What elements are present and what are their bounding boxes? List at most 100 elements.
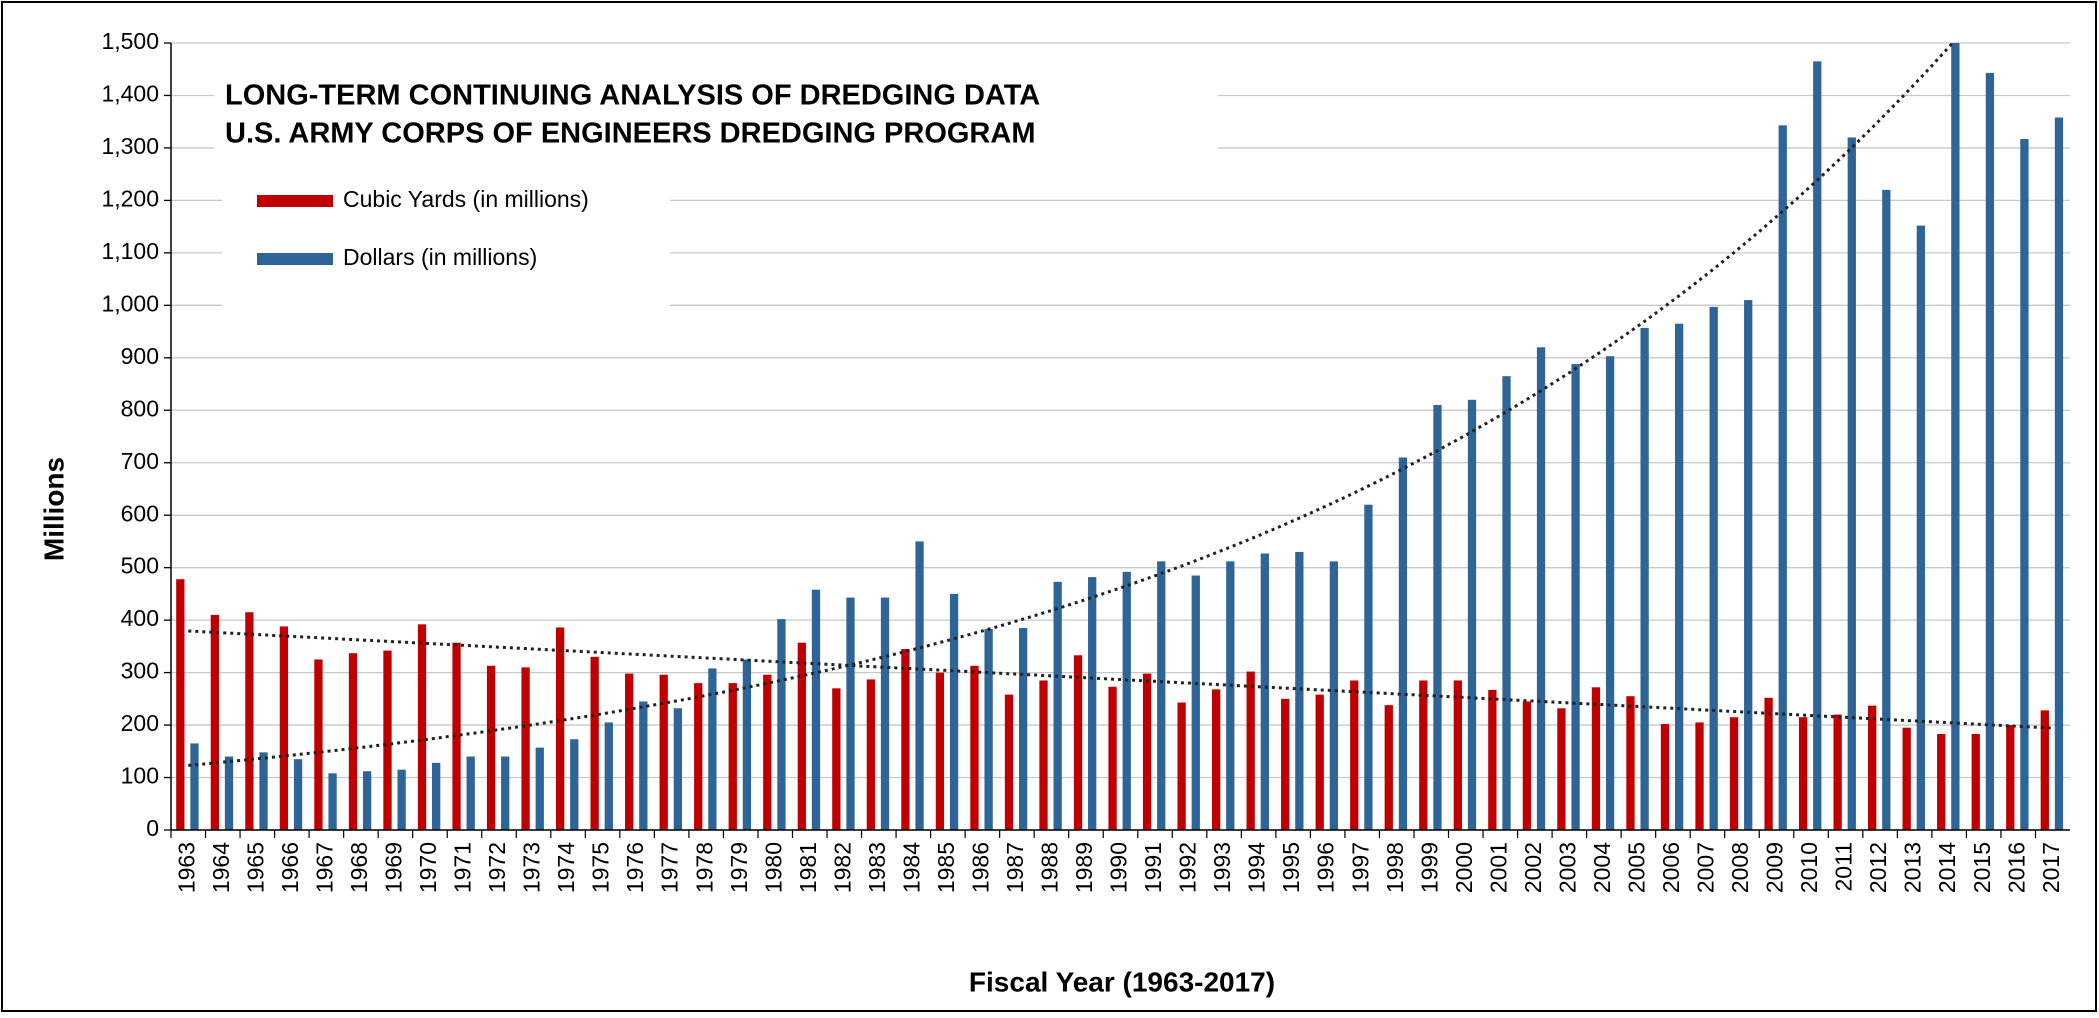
bar — [1833, 714, 1842, 830]
y-tick-label: 1,200 — [101, 185, 159, 211]
bar — [1695, 722, 1704, 830]
bar — [314, 659, 323, 830]
x-tick-label: 2017 — [2038, 842, 2064, 893]
x-tick-label: 1963 — [173, 842, 199, 893]
bar — [383, 650, 392, 830]
legend-label: Cubic Yards (in millions) — [343, 186, 589, 212]
axes: 0 100 200 300 400 500 600 700 800 900 1,000 1,100 1,… — [101, 28, 2070, 893]
bar — [176, 579, 185, 830]
x-tick-label: 1966 — [277, 842, 303, 893]
bar — [1281, 698, 1290, 830]
bar — [1177, 702, 1186, 830]
x-tick-label: 1986 — [967, 842, 993, 893]
x-tick-label: 1991 — [1140, 842, 1166, 893]
x-tick-label: 2015 — [1969, 842, 1995, 893]
legend: Cubic Yards (in millions) Dollars (in mil… — [222, 172, 670, 308]
bar — [1626, 696, 1635, 830]
bar — [673, 708, 683, 830]
bar — [1122, 571, 1131, 830]
y-tick-label: 100 — [121, 763, 159, 789]
bar — [811, 589, 821, 830]
bar — [1467, 399, 1477, 830]
y-tick-label: 500 — [121, 553, 159, 579]
bar — [970, 665, 979, 830]
x-tick-label: 1973 — [519, 842, 545, 893]
x-tick-label: 2002 — [1520, 842, 1546, 893]
bar — [1433, 405, 1442, 830]
title-box — [214, 74, 1218, 158]
x-tick-label: 2009 — [1762, 842, 1788, 893]
bar — [777, 619, 786, 830]
chart-title: U.S. ARMY CORPS OF ENGINEERS DREDGING PR… — [225, 118, 1035, 150]
bar — [1605, 356, 1615, 830]
bar — [2006, 725, 2015, 830]
bar — [501, 756, 510, 830]
x-tick-label: 2001 — [1485, 842, 1511, 893]
bar — [1315, 694, 1324, 830]
bar — [466, 756, 475, 830]
x-tick-label: 2003 — [1554, 842, 1580, 893]
bar — [1004, 694, 1014, 830]
bar — [1971, 733, 1980, 830]
bar — [1419, 680, 1428, 830]
bar — [1937, 733, 1946, 830]
bar — [1157, 561, 1166, 830]
bar — [1868, 705, 1877, 830]
y-tick-label: 1,300 — [101, 133, 159, 159]
bar — [915, 541, 924, 830]
bar — [1053, 581, 1062, 830]
y-tick-label: 1,500 — [101, 28, 159, 54]
bar — [1211, 689, 1221, 830]
bar — [625, 673, 634, 830]
bar — [535, 747, 544, 830]
bar — [1571, 364, 1580, 830]
bar — [1951, 43, 1960, 830]
y-tick-label: 0 — [146, 815, 159, 841]
bar — [742, 659, 752, 830]
bar — [1916, 225, 1925, 831]
legend-swatch — [257, 253, 333, 265]
x-tick-label: 1977 — [657, 842, 683, 893]
bar — [190, 743, 199, 830]
x-tick-label: 1974 — [553, 842, 579, 893]
y-tick-label: 200 — [121, 710, 159, 736]
bar — [279, 626, 289, 830]
legend-swatch — [257, 195, 333, 207]
bar — [1729, 717, 1739, 830]
bar — [1039, 680, 1048, 830]
bar — [1640, 327, 1649, 830]
bar — [1350, 680, 1359, 830]
x-tick-label: 2004 — [1589, 842, 1615, 893]
x-tick-label: 1987 — [1002, 842, 1028, 893]
x-axis-label: Fiscal Year (1963-2017) — [969, 966, 1275, 997]
x-tick-label: 1964 — [208, 842, 234, 893]
x-tick-label: 1994 — [1244, 842, 1270, 893]
y-tick-label: 300 — [121, 658, 159, 684]
bar — [1902, 727, 1911, 830]
x-tick-label: 2013 — [1900, 842, 1926, 893]
bar — [452, 642, 461, 830]
x-tick-label: 1995 — [1278, 842, 1304, 893]
x-tick-label: 1983 — [864, 842, 890, 893]
bar — [1675, 323, 1684, 830]
x-tick-label: 2011 — [1831, 842, 1857, 891]
x-tick-label: 1984 — [898, 842, 924, 893]
y-tick-label: 800 — [121, 395, 159, 421]
legend-label: Dollars (in millions) — [343, 244, 537, 270]
x-tick-label: 1999 — [1416, 842, 1442, 893]
x-tick-label: 1978 — [691, 842, 717, 893]
y-tick-label: 400 — [121, 605, 159, 631]
bar — [486, 665, 496, 830]
bar — [293, 759, 303, 830]
x-tick-label: 2006 — [1658, 842, 1684, 893]
bar — [1329, 561, 1339, 830]
legend-box — [222, 172, 670, 308]
x-tick-label: 2008 — [1727, 842, 1753, 893]
bar — [1453, 680, 1462, 830]
y-axis-label: Millions — [38, 457, 69, 561]
y-tick-label: 1,100 — [101, 238, 159, 264]
bar — [949, 593, 959, 830]
x-tick-label: 1965 — [242, 842, 268, 893]
x-tick-label: 2012 — [1865, 842, 1891, 893]
bar — [1591, 687, 1601, 830]
